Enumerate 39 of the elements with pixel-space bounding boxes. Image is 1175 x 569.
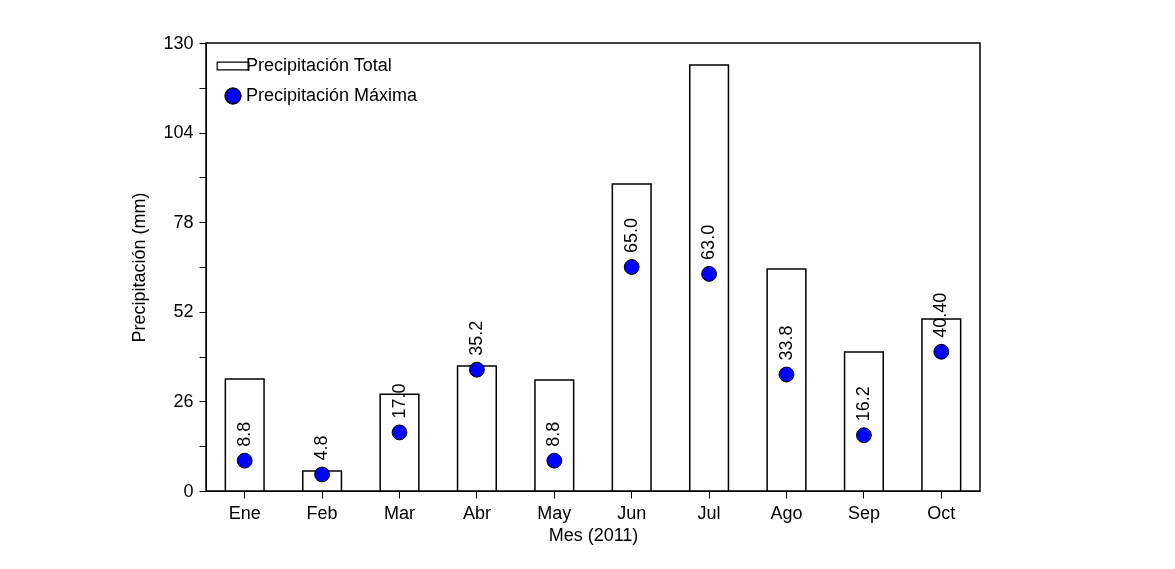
data-label: 17.0 — [388, 383, 409, 419]
data-label: 33.8 — [775, 325, 796, 361]
x-tick-label: Feb — [306, 502, 338, 523]
x-tick-label: Jun — [617, 502, 647, 523]
point — [391, 424, 408, 441]
x-axis-title: Mes (2011) — [548, 524, 639, 545]
y-tick-label: 130 — [163, 32, 194, 53]
data-label: 63.0 — [698, 224, 719, 260]
x-tick-label: Jul — [697, 502, 721, 523]
x-tick-label: Oct — [927, 502, 956, 523]
x-tick-label: Sep — [847, 502, 880, 523]
data-label: 8.8 — [543, 421, 564, 447]
point — [778, 366, 795, 383]
y-tick-label: 52 — [173, 301, 194, 322]
data-label: 35.2 — [465, 320, 486, 356]
x-tick-label: Ene — [228, 502, 261, 523]
data-label: 40.40 — [930, 292, 951, 338]
x-tick-label: Mar — [384, 502, 415, 523]
y-axis-title: Precipitación (mm) — [129, 192, 150, 343]
point — [855, 427, 872, 444]
y-tick-label: 26 — [173, 390, 194, 411]
point — [468, 361, 485, 378]
point — [623, 259, 640, 275]
data-label: 8.8 — [233, 421, 254, 447]
legend-label: Precipitación Máxima — [246, 85, 419, 105]
point — [236, 452, 253, 469]
y-tick-label: 104 — [163, 122, 194, 143]
x-tick-label: Abr — [462, 502, 491, 523]
x-tick-label: May — [537, 502, 572, 523]
data-label: 65.0 — [620, 217, 641, 253]
data-label: 4.8 — [311, 435, 332, 461]
legend-label: Precipitación Total — [246, 55, 392, 75]
point — [933, 343, 950, 360]
x-tick-label: Ago — [770, 502, 803, 523]
point — [701, 265, 718, 282]
point — [546, 452, 563, 469]
y-tick-label: 0 — [183, 480, 194, 501]
y-tick-label: 78 — [173, 211, 194, 232]
data-label: 16.2 — [852, 386, 873, 422]
